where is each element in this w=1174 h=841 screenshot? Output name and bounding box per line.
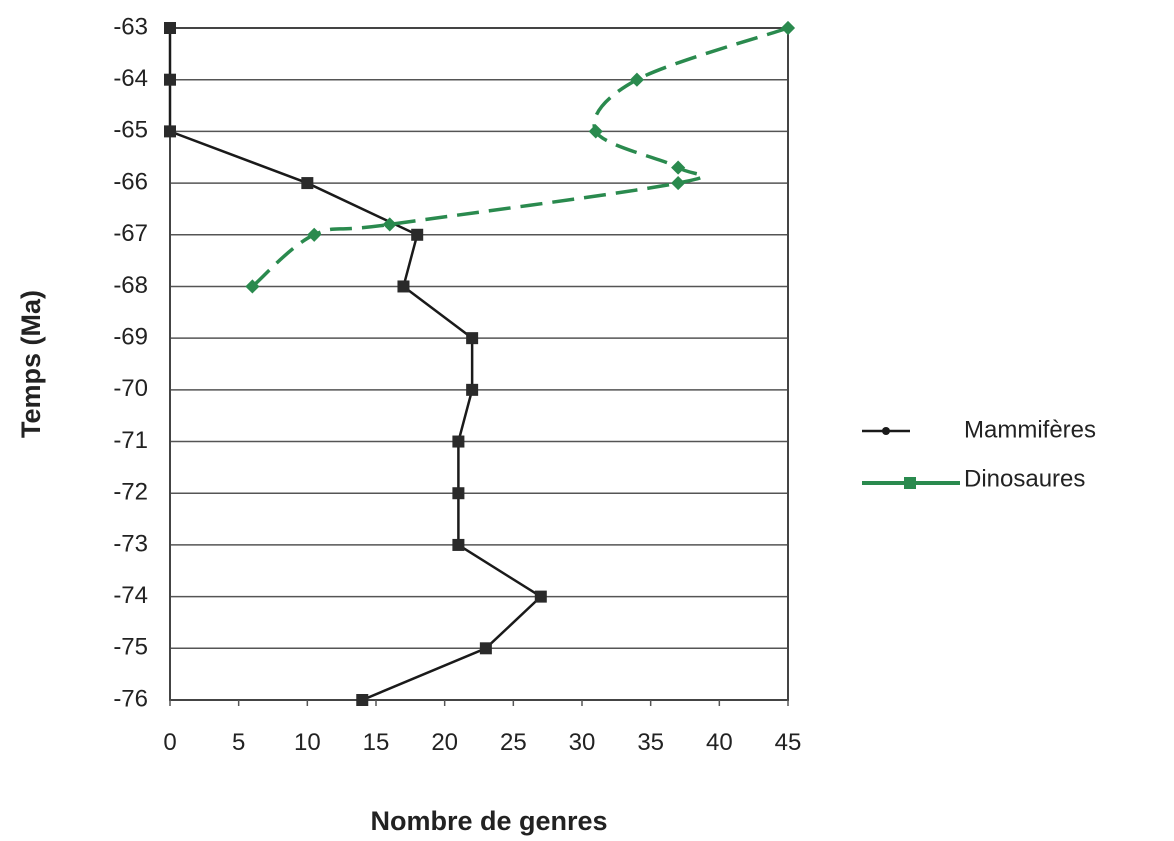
y-tick-label: -69 bbox=[113, 323, 148, 350]
legend-item-dinosaures: Dinosaures bbox=[862, 465, 1085, 492]
data-point-mammiferes bbox=[452, 435, 465, 448]
y-tick-label: -75 bbox=[113, 634, 148, 661]
x-tick-label: 10 bbox=[294, 729, 321, 756]
data-point-mammiferes bbox=[452, 538, 465, 551]
y-tick-label: -68 bbox=[113, 272, 148, 299]
data-point-mammiferes bbox=[466, 383, 479, 396]
y-tick-label: -73 bbox=[113, 530, 148, 557]
series-line-mammiferes bbox=[168, 28, 543, 702]
data-point-dinosaures bbox=[629, 72, 645, 87]
y-tick-label: -70 bbox=[113, 375, 148, 402]
series-group bbox=[164, 20, 796, 706]
x-tick-label: 5 bbox=[232, 729, 245, 756]
data-point-mammiferes bbox=[164, 73, 176, 86]
data-point-mammiferes bbox=[466, 332, 479, 345]
legend: Mammifères Dinosaures bbox=[862, 416, 1096, 492]
legend-label-mammiferes: Mammifères bbox=[964, 416, 1096, 443]
data-point-mammiferes bbox=[164, 125, 176, 138]
data-point-mammiferes bbox=[397, 280, 410, 293]
data-point-mammiferes bbox=[164, 22, 176, 34]
data-point-mammiferes bbox=[356, 694, 369, 706]
y-tick-label: -66 bbox=[113, 168, 148, 195]
data-point-mammiferes bbox=[301, 177, 314, 190]
x-tick-label: 25 bbox=[500, 729, 527, 756]
y-tick-label: -76 bbox=[113, 685, 148, 712]
y-tick-label: -67 bbox=[113, 220, 148, 247]
y-tick-label: -71 bbox=[113, 427, 148, 454]
x-tick-label: 0 bbox=[163, 729, 176, 756]
x-tick-label: 35 bbox=[637, 729, 664, 756]
x-tick-label: 20 bbox=[431, 729, 458, 756]
x-tick-label: 45 bbox=[775, 729, 802, 756]
series-line-dinosaures bbox=[251, 26, 789, 288]
x-tick-label: 40 bbox=[706, 729, 733, 756]
data-point-dinosaures bbox=[671, 176, 686, 191]
data-point-dinosaures bbox=[780, 20, 796, 36]
data-point-dinosaures bbox=[245, 279, 260, 294]
legend-label-dinosaures: Dinosaures bbox=[964, 465, 1085, 492]
data-point-dinosaures bbox=[588, 124, 603, 139]
data-point-mammiferes bbox=[452, 487, 465, 500]
x-axis-ticks: 0 5 10 15 20 25 30 35 40 45 bbox=[163, 700, 801, 756]
y-axis-ticks: -63 -64 -65 -66 -67 -68 -69 -70 -71 -72 -73 -74 -75 -… bbox=[113, 13, 148, 712]
data-point-mammiferes bbox=[411, 228, 424, 241]
data-point-dinosaures bbox=[307, 227, 322, 242]
x-tick-label: 30 bbox=[569, 729, 596, 756]
y-tick-label: -65 bbox=[113, 117, 148, 144]
grid-lines bbox=[170, 27, 788, 701]
y-tick-label: -74 bbox=[113, 582, 148, 609]
x-tick-label: 15 bbox=[363, 729, 390, 756]
y-tick-label: -63 bbox=[113, 13, 148, 40]
y-tick-label: -64 bbox=[113, 65, 148, 92]
data-point-mammiferes bbox=[534, 590, 547, 603]
data-point-dinosaures bbox=[671, 160, 686, 175]
data-point-mammiferes bbox=[479, 642, 492, 655]
legend-item-mammiferes: Mammifères bbox=[862, 416, 1096, 443]
y-axis-title: Temps (Ma) bbox=[16, 290, 46, 438]
data-point-dinosaures bbox=[382, 217, 397, 232]
plot-frame bbox=[169, 27, 789, 701]
legend-marker-dinosaures bbox=[904, 477, 916, 489]
x-axis-title: Nombre de genres bbox=[370, 806, 607, 836]
legend-marker-mammiferes bbox=[882, 427, 890, 435]
y-tick-label: -72 bbox=[113, 479, 148, 506]
